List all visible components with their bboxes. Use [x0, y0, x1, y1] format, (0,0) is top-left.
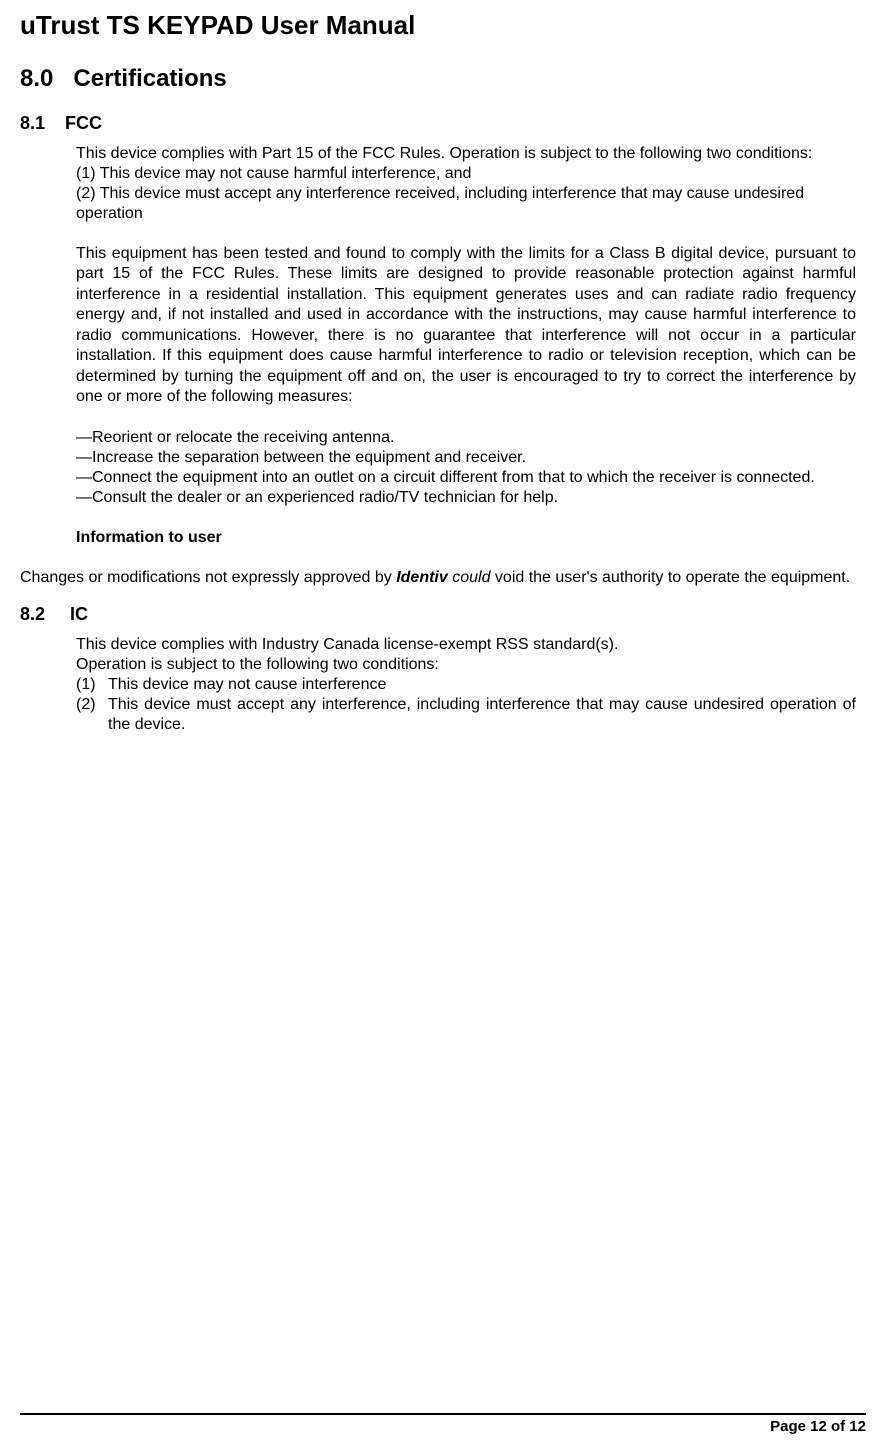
section-title: Certifications	[73, 65, 226, 92]
ic-heading: 8.2 IC	[20, 604, 866, 625]
fcc-measure-3: —Connect the equipment into an outlet on…	[76, 468, 856, 488]
ic-c1-text: This device may not cause interference	[108, 675, 856, 695]
footer-divider	[20, 1413, 866, 1415]
fcc-title: FCC	[65, 113, 102, 133]
fcc-measure-4: —Consult the dealer or an experienced ra…	[76, 488, 856, 508]
footer: Page 12 of 12	[0, 1413, 886, 1435]
ic-condition-2: (2) This device must accept any interfer…	[76, 695, 856, 735]
document-title: uTrust TS KEYPAD User Manual	[20, 10, 866, 41]
ic-c2-text: This device must accept any interference…	[108, 695, 856, 735]
info-text-2: void the user's authority to operate the…	[490, 569, 850, 586]
page-number: Page 12 of 12	[20, 1418, 866, 1435]
fcc-measure-1: —Reorient or relocate the receiving ante…	[76, 428, 856, 448]
ic-c2-num: (2)	[76, 695, 108, 735]
section-number: 8.0	[20, 65, 53, 92]
fcc-heading: 8.1 FCC	[20, 113, 866, 134]
fcc-condition-1: (1) This device may not cause harmful in…	[76, 164, 856, 184]
ic-line-1: This device complies with Industry Canad…	[76, 635, 856, 655]
brand-name: Identiv	[396, 569, 448, 586]
ic-c1-num: (1)	[76, 675, 108, 695]
fcc-number: 8.1	[20, 113, 45, 133]
fcc-info-body: Changes or modifications not expressly a…	[20, 568, 866, 588]
fcc-info-heading: Information to user	[76, 528, 856, 548]
section-heading: 8.0 Certifications	[20, 65, 866, 93]
info-could: could	[448, 569, 491, 586]
ic-line-2: Operation is subject to the following tw…	[76, 655, 856, 675]
fcc-body: This equipment has been tested and found…	[76, 244, 856, 408]
ic-number: 8.2	[20, 604, 45, 624]
fcc-measure-2: —Increase the separation between the equ…	[76, 448, 856, 468]
ic-condition-1: (1) This device may not cause interferen…	[76, 675, 856, 695]
fcc-intro: This device complies with Part 15 of the…	[76, 144, 856, 164]
fcc-condition-2: (2) This device must accept any interfer…	[76, 184, 856, 224]
info-text-1: Changes or modifications not expressly a…	[20, 569, 396, 586]
ic-title: IC	[70, 604, 88, 624]
